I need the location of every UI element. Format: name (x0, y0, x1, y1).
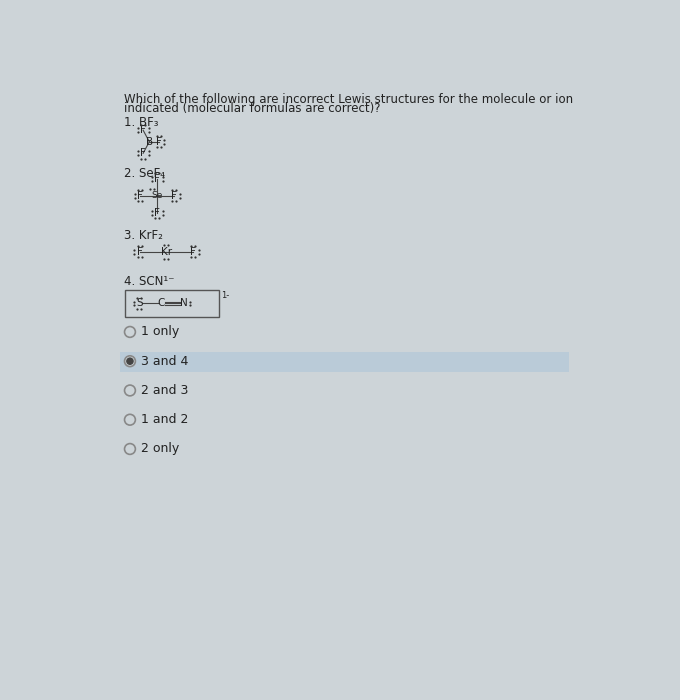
Text: 1 only: 1 only (141, 326, 179, 338)
Circle shape (127, 358, 133, 364)
Text: 4. SCN¹⁻: 4. SCN¹⁻ (124, 275, 174, 288)
Text: 1. BF₃: 1. BF₃ (124, 116, 158, 130)
Text: 1-: 1- (220, 291, 229, 300)
Circle shape (124, 444, 135, 454)
Text: F: F (171, 190, 177, 201)
Text: 2. SeF₄: 2. SeF₄ (124, 167, 165, 180)
Text: indicated (molecular formulas are correct)?: indicated (molecular formulas are correc… (124, 102, 380, 116)
Text: B: B (146, 136, 153, 147)
Text: F: F (137, 190, 143, 201)
Text: F: F (156, 136, 162, 147)
Text: F: F (140, 148, 146, 158)
FancyBboxPatch shape (120, 352, 569, 372)
Circle shape (124, 326, 135, 337)
Text: F: F (190, 247, 196, 257)
Text: Kr: Kr (160, 247, 172, 257)
Text: F: F (140, 125, 146, 135)
Text: F: F (154, 208, 160, 218)
Text: F: F (154, 174, 160, 183)
Text: Which of the following are incorrect Lewis structures for the molecule or ion: Which of the following are incorrect Lew… (124, 93, 573, 106)
Text: 3 and 4: 3 and 4 (141, 355, 188, 368)
Text: N: N (180, 298, 188, 309)
Text: 2 only: 2 only (141, 442, 179, 456)
Text: Se: Se (152, 191, 163, 200)
Text: S: S (136, 298, 143, 309)
Circle shape (124, 414, 135, 425)
Text: C: C (157, 298, 165, 309)
Text: 3. KrF₂: 3. KrF₂ (124, 229, 163, 241)
Text: 1 and 2: 1 and 2 (141, 413, 188, 426)
Text: F: F (137, 247, 143, 257)
Circle shape (124, 385, 135, 396)
Circle shape (124, 356, 135, 367)
Text: 2 and 3: 2 and 3 (141, 384, 188, 397)
